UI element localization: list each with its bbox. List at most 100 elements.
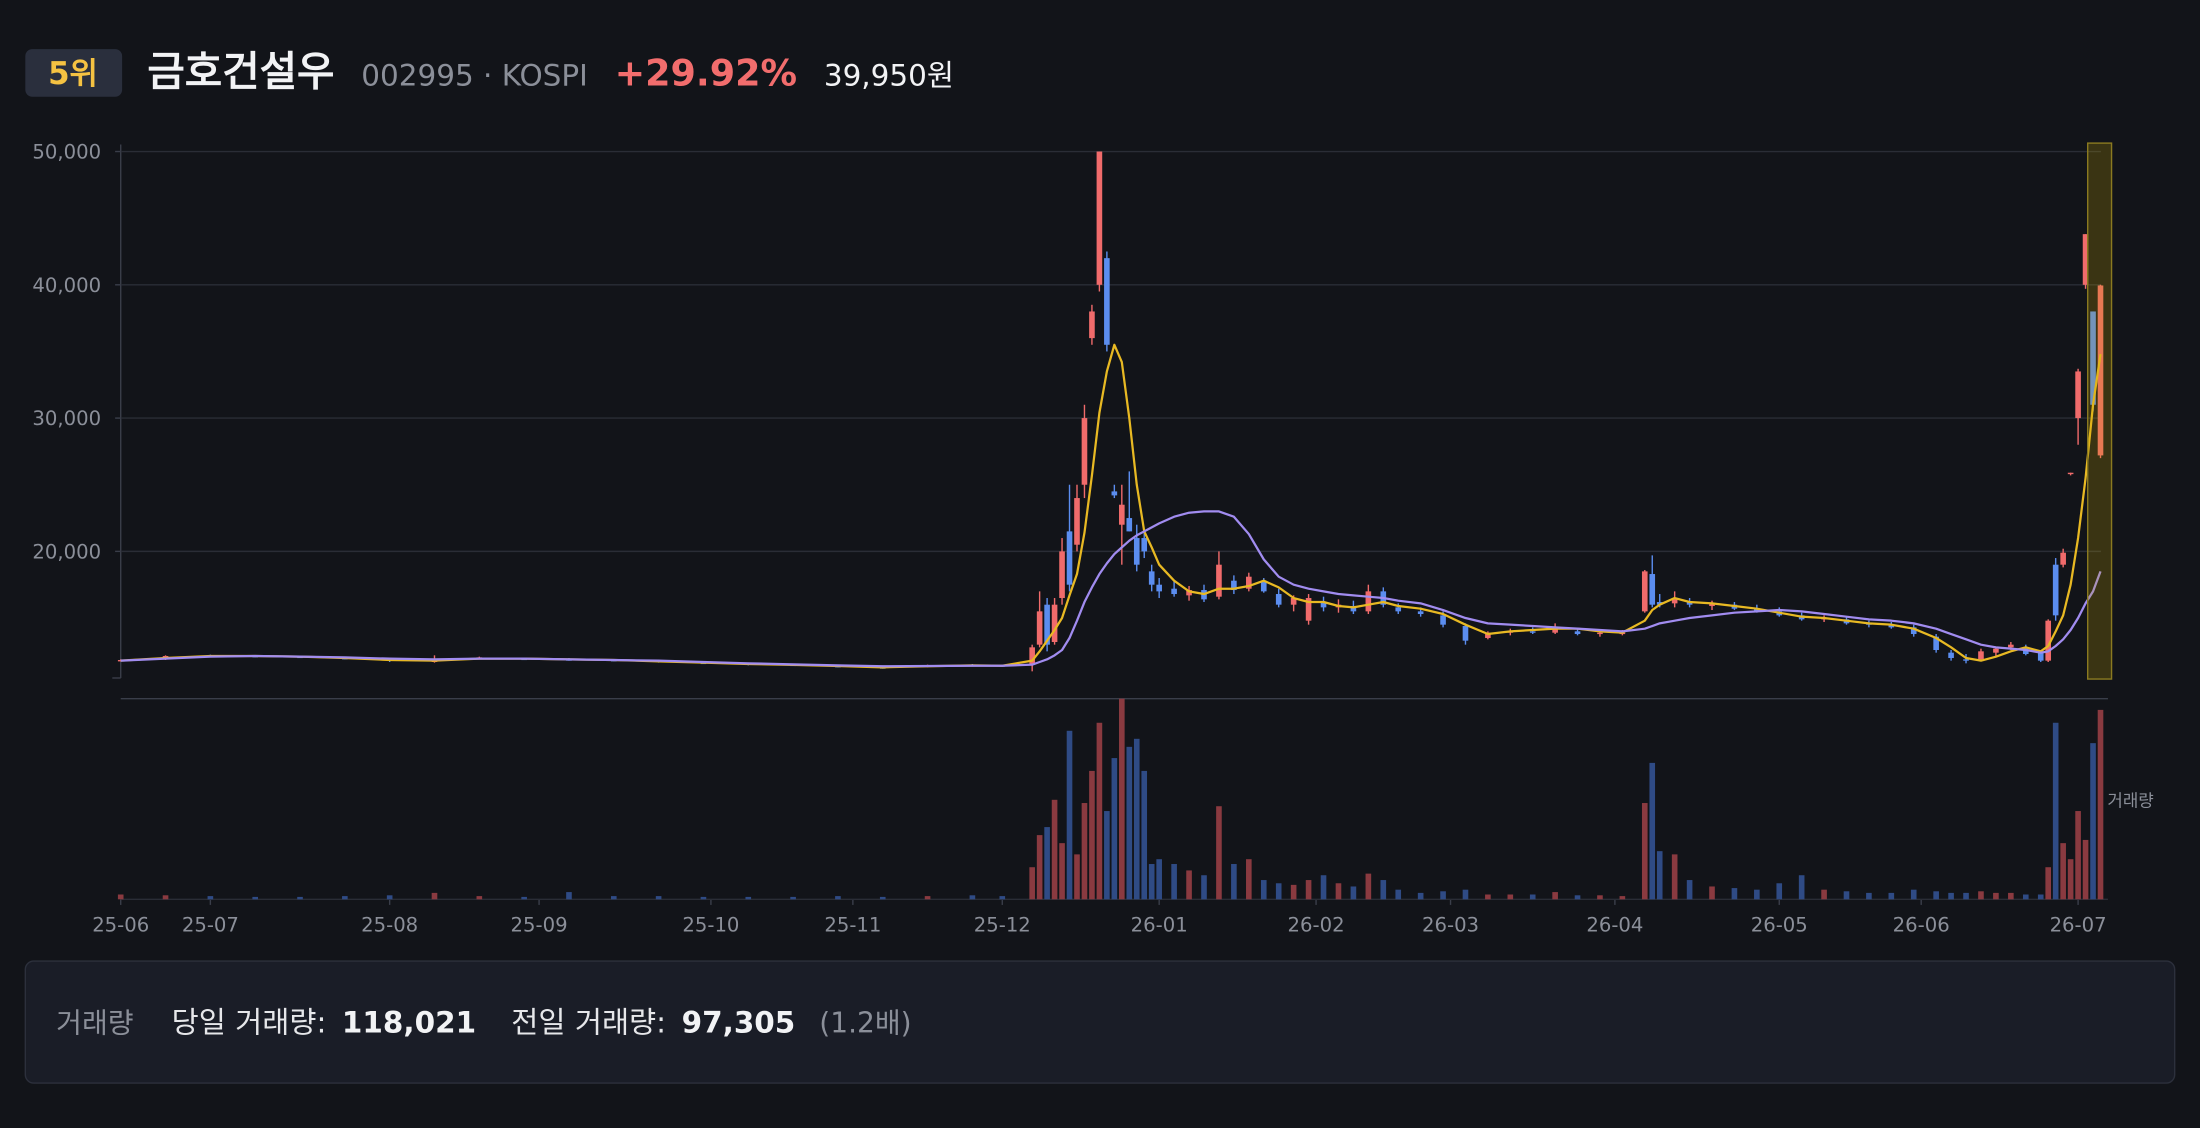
volume-bar (2090, 743, 2096, 900)
candle-body (1993, 648, 1999, 653)
x-tick-label: 25-07 (182, 914, 239, 937)
candle-body (1656, 602, 1663, 605)
stock-name: 금호건설우 (147, 48, 334, 96)
volume-bar (924, 896, 931, 900)
candle-body (1104, 258, 1110, 345)
x-tick-label: 25-11 (824, 914, 881, 937)
volume-bar (1089, 770, 1095, 900)
candle-body (2060, 552, 2066, 565)
volume-bar (1096, 722, 1103, 900)
candle-body (1365, 591, 1372, 612)
volume-bar (1148, 864, 1155, 900)
x-tick-label: 26-03 (1422, 914, 1479, 937)
candle-body (1671, 598, 1678, 604)
x-tick-label: 25-10 (682, 914, 739, 937)
candle-body (1260, 580, 1267, 592)
candle-body (1141, 538, 1148, 552)
volume-bar (1111, 758, 1118, 900)
volume-bar (1866, 892, 1872, 900)
volume-bar (790, 896, 796, 900)
candle-body (1933, 636, 1939, 651)
candle-body (1597, 632, 1603, 635)
volume-bar (252, 896, 258, 900)
candle-body (1440, 615, 1446, 625)
volume-bar (2008, 892, 2014, 900)
candle-body (1126, 518, 1133, 532)
volume-bar (1993, 892, 1999, 900)
candle-body (1066, 531, 1073, 585)
candle-body (1089, 311, 1095, 339)
volume-bar (1507, 894, 1514, 900)
volume-bar (1978, 891, 1984, 900)
volume-bar (1462, 889, 1469, 900)
candle-body (1081, 418, 1088, 485)
candle-body (1395, 607, 1402, 612)
volume-bar (1821, 889, 1827, 900)
candle-body (2067, 472, 2074, 475)
volume-bar (999, 896, 1006, 900)
volume-bar (1066, 730, 1073, 900)
footer-title: 거래량 (56, 1007, 133, 1040)
candle-body (1686, 602, 1693, 605)
volume-bar (1380, 880, 1387, 900)
candle-body (117, 659, 124, 662)
volume-bar (1305, 880, 1312, 900)
volume-bar (1081, 803, 1088, 900)
highlight (2087, 142, 2113, 680)
volume-bar (117, 894, 124, 900)
volume-bar (162, 895, 169, 900)
candle-body (1290, 598, 1297, 605)
volume-bar (1933, 891, 1939, 900)
volume-bar (1910, 889, 1917, 900)
volume-bar (1350, 886, 1357, 900)
candle-body (1119, 504, 1125, 525)
volume-bar (745, 896, 752, 900)
volume-bar (1619, 896, 1626, 900)
candle-body (1171, 588, 1177, 595)
volume-bar (655, 896, 662, 900)
candle-body (1948, 652, 1954, 658)
candle-body (1044, 604, 1050, 645)
x-tick-label: 26-02 (1288, 914, 1345, 937)
volume-bar (835, 896, 841, 900)
volume-bar (700, 896, 707, 900)
volume-bar (1186, 870, 1192, 900)
x-tick-label: 26-04 (1586, 914, 1643, 937)
ratio: (1.2배) (819, 1007, 911, 1040)
volume-bar (1574, 895, 1581, 900)
candle-body (1148, 571, 1155, 585)
rank-badge (25, 49, 123, 97)
volume-bar (1216, 806, 1222, 900)
candle-body (1574, 631, 1581, 635)
volume-bar (1686, 880, 1693, 900)
volume-bar (610, 896, 617, 900)
candle-body (1036, 611, 1043, 645)
volume-bar (1395, 889, 1402, 900)
candle-body (1417, 611, 1424, 615)
y-tick-label: 30,000 (32, 407, 101, 430)
volume-bar (1552, 892, 1558, 900)
candle-body (2037, 652, 2044, 661)
volume-bar (1275, 883, 1282, 900)
candle-body (1910, 627, 1917, 635)
volume-bar (1529, 894, 1536, 900)
candle-body (1074, 498, 1080, 545)
volume-bar (1948, 892, 1954, 900)
volume-bar (521, 896, 527, 900)
candle-body (2075, 371, 2081, 419)
volume-bar (2037, 894, 2044, 900)
prev-label: 전일 거래량: (511, 1006, 666, 1040)
candle-body (1320, 602, 1327, 608)
volume-bar (1126, 746, 1133, 900)
volume-bar (1641, 803, 1648, 900)
volume-bar (1656, 851, 1663, 900)
volume-bar (1260, 880, 1267, 900)
candle-body (2082, 234, 2089, 285)
volume-bar (1597, 895, 1603, 900)
candle-body (1186, 590, 1192, 596)
volume-bar (2045, 867, 2052, 900)
moving-average-line (120, 510, 2102, 668)
candle-body (1029, 647, 1035, 665)
price: 39,950원 (824, 59, 954, 93)
candle-body (1552, 627, 1558, 633)
